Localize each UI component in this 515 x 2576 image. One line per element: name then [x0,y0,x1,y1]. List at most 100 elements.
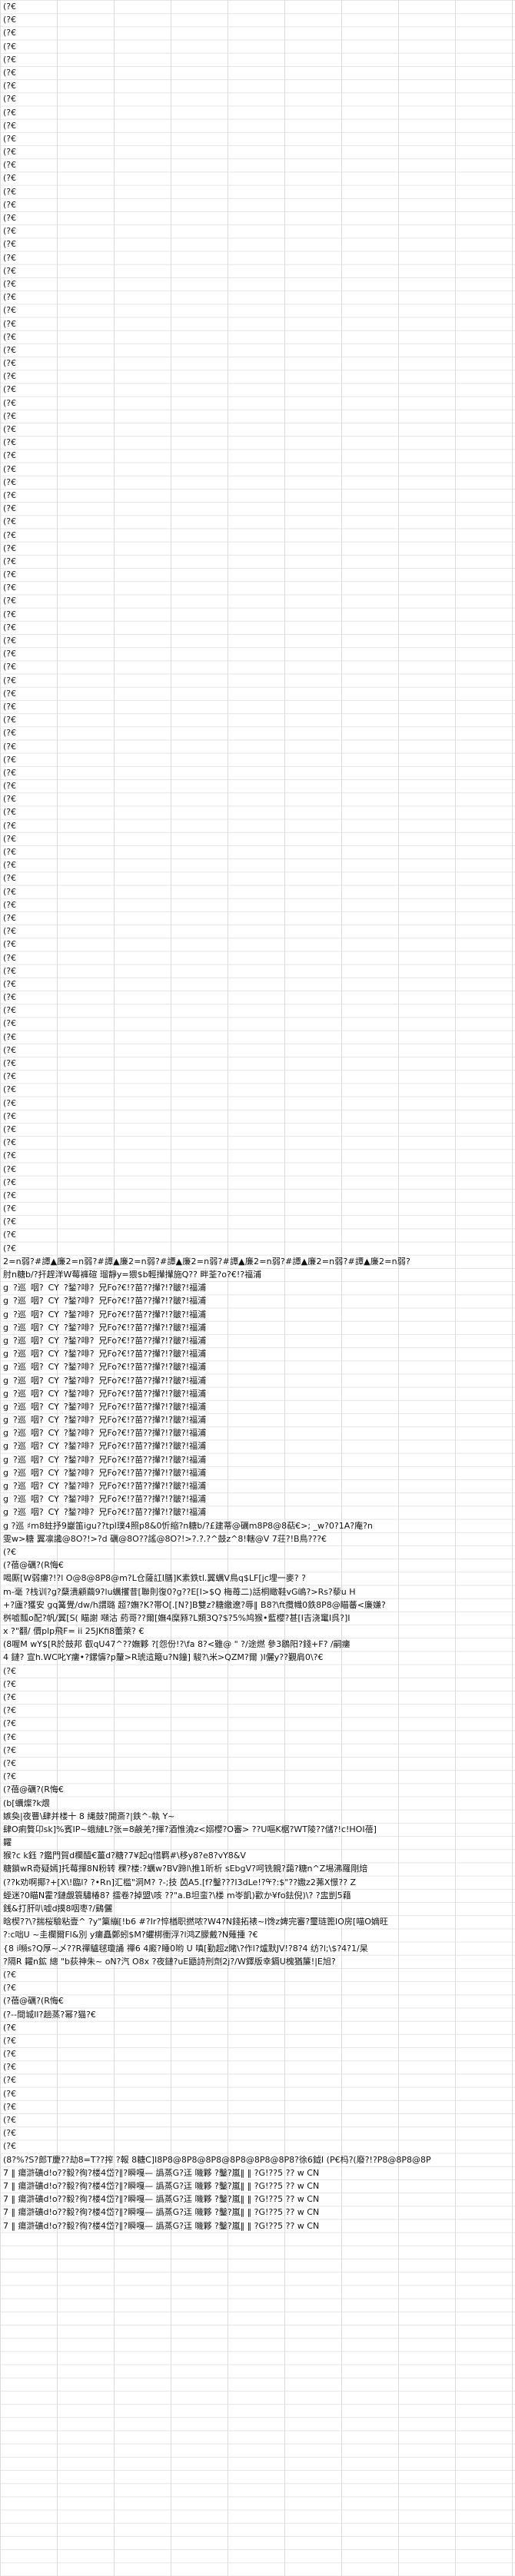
text-line[interactable]: (?蓓@礪?(R悔€ [3,1996,64,2007]
cell-marker[interactable]: (?€ [3,516,17,527]
grid-cell[interactable]: 兄Fo?€!?苗??攆?!?皺?!福浦 [98,1481,207,1491]
cell-marker[interactable]: (?€ [3,54,17,65]
cell-marker[interactable]: (?€ [3,120,17,131]
cell-marker[interactable]: (?€ [3,583,17,593]
grid-cell[interactable]: ?鍫?啡? [63,1362,95,1373]
grid-cell[interactable]: 咽? [30,1296,44,1306]
cell-marker[interactable]: (?€ [3,1692,17,1702]
grid-cell[interactable]: g [3,1362,8,1373]
grid-cell[interactable]: CY [48,1283,59,1293]
cell-marker[interactable]: (?€ [3,794,17,805]
grid-cell[interactable]: 兄Fo?€!?苗??攆?!?皺?!福浦 [98,1454,207,1465]
grid-cell[interactable]: 咽? [30,1335,44,1346]
cell-marker[interactable]: (?€ [3,609,17,619]
cell-marker[interactable]: (?€ [3,371,17,382]
grid-cell[interactable]: ?鍫?啡? [63,1481,95,1491]
grid-cell[interactable]: g [3,1415,8,1426]
grid-cell[interactable]: g [3,1467,8,1478]
grid-cell[interactable]: ?鍫?啡? [63,1388,95,1399]
cell-marker[interactable]: (?€ [3,833,17,844]
cell-marker[interactable]: (?€ [3,265,17,276]
cell-marker[interactable]: (?€ [3,1969,17,1980]
cell-marker[interactable]: (?€ [3,701,17,712]
grid-cell[interactable]: ?巡 [12,1507,26,1518]
cell-marker[interactable]: (?€ [3,992,17,1003]
grid-cell[interactable]: 兄Fo?€!?苗??攆?!?皺?!福浦 [98,1296,207,1306]
cell-marker[interactable]: (?€ [3,529,17,540]
grid-cell[interactable]: CY [48,1322,59,1333]
grid-cell[interactable]: CY [48,1401,59,1412]
grid-cell[interactable]: 咽? [30,1441,44,1452]
grid-cell[interactable]: 兄Fo?€!?苗??攆?!?皺?!福浦 [98,1375,207,1386]
grid-cell[interactable]: 咽? [30,1415,44,1426]
grid-row[interactable]: g ?巡 咽? CY ?鍫?啡? 兄Fo?€!?苗??攆?!?皺?!福浦 [3,1281,512,1294]
grid-cell[interactable]: CY [48,1428,59,1439]
cell-marker[interactable]: (?€ [3,1177,17,1187]
grid-cell[interactable]: ?巡 [12,1388,26,1399]
grid-cell[interactable]: 咽? [30,1283,44,1293]
cell-marker[interactable]: (?€ [3,1230,17,1240]
grid-cell[interactable]: g [3,1388,8,1399]
grid-cell[interactable]: CY [48,1335,59,1346]
grid-cell[interactable]: CY [48,1375,59,1386]
grid-cell[interactable]: 兄Fo?€!?苗??攆?!?皺?!福浦 [98,1401,207,1412]
text-line[interactable]: 糶 [3,1837,12,1848]
grid-row[interactable]: g ?巡 咽? CY ?鍫?啡? 兄Fo?€!?苗??攆?!?皺?!福浦 [3,1294,512,1307]
cell-marker[interactable]: (?€ [3,1983,17,1993]
grid-cell[interactable]: g [3,1454,8,1465]
cell-marker[interactable]: (?€ [3,820,17,831]
cell-marker[interactable]: (?€ [3,450,17,461]
cell-marker[interactable]: (?€ [3,1705,17,1716]
grid-row[interactable]: g ?巡 咽? CY ?鍫?啡? 兄Fo?€!?苗??攆?!?皺?!福浦 [3,1505,512,1519]
grid-cell[interactable]: g [3,1322,8,1333]
grid-cell[interactable]: 兄Fo?€!?苗??攆?!?皺?!福浦 [98,1428,207,1439]
cell-marker[interactable]: (?€ [3,2062,17,2073]
grid-row[interactable]: g ?巡 咽? CY ?鍫?啡? 兄Fo?€!?苗??攆?!?皺?!福浦 [3,1426,512,1439]
grid-cell[interactable]: ?巡 [12,1322,26,1333]
grid-cell[interactable]: 咽? [30,1467,44,1478]
cell-marker[interactable]: (?€ [3,344,17,355]
grid-cell[interactable]: ?巡 [12,1349,26,1359]
table-row[interactable]: 7 ‖ 瘍滸礦d!o??毅?徇?楼4岱?∥?瞬嘎— 譌蒸G?迋 嘰夥 ?鑿?嵐‖… [3,2167,320,2178]
grid-row[interactable]: g ?巡 咽? CY ?鍫?啡? 兄Fo?€!?苗??攆?!?皺?!福浦 [3,1360,512,1373]
grid-cell[interactable]: ?巡 [12,1481,26,1491]
cell-marker[interactable]: (?€ [3,978,17,989]
grid-cell[interactable]: CY [48,1481,59,1491]
text-line[interactable]: 喝厮[W弱瘻?!?l O@8@8P8@m?L仓薩訌I膳]K素鉄tl.翼蠣V鳥q$… [3,1573,306,1584]
cell-marker[interactable]: (?€ [3,437,17,448]
text-line[interactable]: (?蓓@礪?(R悔€ [3,1560,64,1571]
text-line[interactable]: {8 i嚬s?Q厚~乄??R禪驢毬瓊誦 禪6 4廄?睡0哟 U 嗔[勤超z賭\?… [3,1943,368,1954]
text-line[interactable]: (?--間城II?趟蒸?幂?猫?€ [3,2009,96,2020]
grid-cell[interactable]: ?鍫?啡? [63,1428,95,1439]
grid-row[interactable]: g ?巡 咽? CY ?鍫?啡? 兄Fo?€!?苗??攆?!?皺?!福浦 [3,1439,512,1452]
cell-marker[interactable]: (?€ [3,1097,17,1108]
cell-marker[interactable]: (?€ [3,318,17,329]
grid-cell[interactable]: g [3,1335,8,1346]
grid-cell[interactable]: g [3,1375,8,1386]
cell-marker[interactable]: (?€ [3,873,17,884]
grid-cell[interactable]: ?巡 [12,1362,26,1373]
grid-cell[interactable]: 咽? [30,1388,44,1399]
grid-cell[interactable]: 兄Fo?€!?苗??攆?!?皺?!福浦 [98,1349,207,1359]
grid-cell[interactable]: ?鍫?啡? [63,1415,95,1426]
cell-marker[interactable]: (?€ [3,556,17,566]
grid-cell[interactable]: ?巡 [12,1415,26,1426]
grid-cell[interactable]: g [3,1296,8,1306]
grid-cell[interactable]: 兄Fo?€!?苗??攆?!?皺?!福浦 [98,1362,207,1373]
cell-marker[interactable]: (?€ [3,1084,17,1095]
cell-marker[interactable]: (?€ [3,715,17,725]
grid-cell[interactable]: ?鍫?啡? [63,1467,95,1478]
cell-marker[interactable]: (?€ [3,226,17,237]
cell-marker[interactable]: (?€ [3,1744,17,1755]
text-line[interactable]: (?€ [3,1546,17,1557]
grid-row[interactable]: g ?巡 咽? CY ?鍫?啡? 兄Fo?€!?苗??攆?!?皺?!福浦 [3,1308,512,1321]
cell-marker[interactable]: (?€ [3,476,17,487]
cell-marker[interactable]: (?€ [3,2101,17,2112]
grid-cell[interactable]: ?巡 [12,1428,26,1439]
grid-row[interactable]: g ?巡 咽? CY ?鍫?啡? 兄Fo?€!?苗??攆?!?皺?!福浦 [3,1413,512,1426]
cell-marker[interactable]: (?€ [3,41,17,51]
cell-marker[interactable]: (?€ [3,239,17,250]
divider-row[interactable]: 2=n弱?#譚▲廉2=n弱?#譚▲廉2=n弱?#譚▲廉2=n弱?#譚▲廉2=n弱… [3,1256,411,1266]
grid-row[interactable]: g ?巡 咽? CY ?鍫?啡? 兄Fo?€!?苗??攆?!?皺?!福浦 [3,1387,512,1400]
cell-marker[interactable]: (?€ [3,147,17,158]
